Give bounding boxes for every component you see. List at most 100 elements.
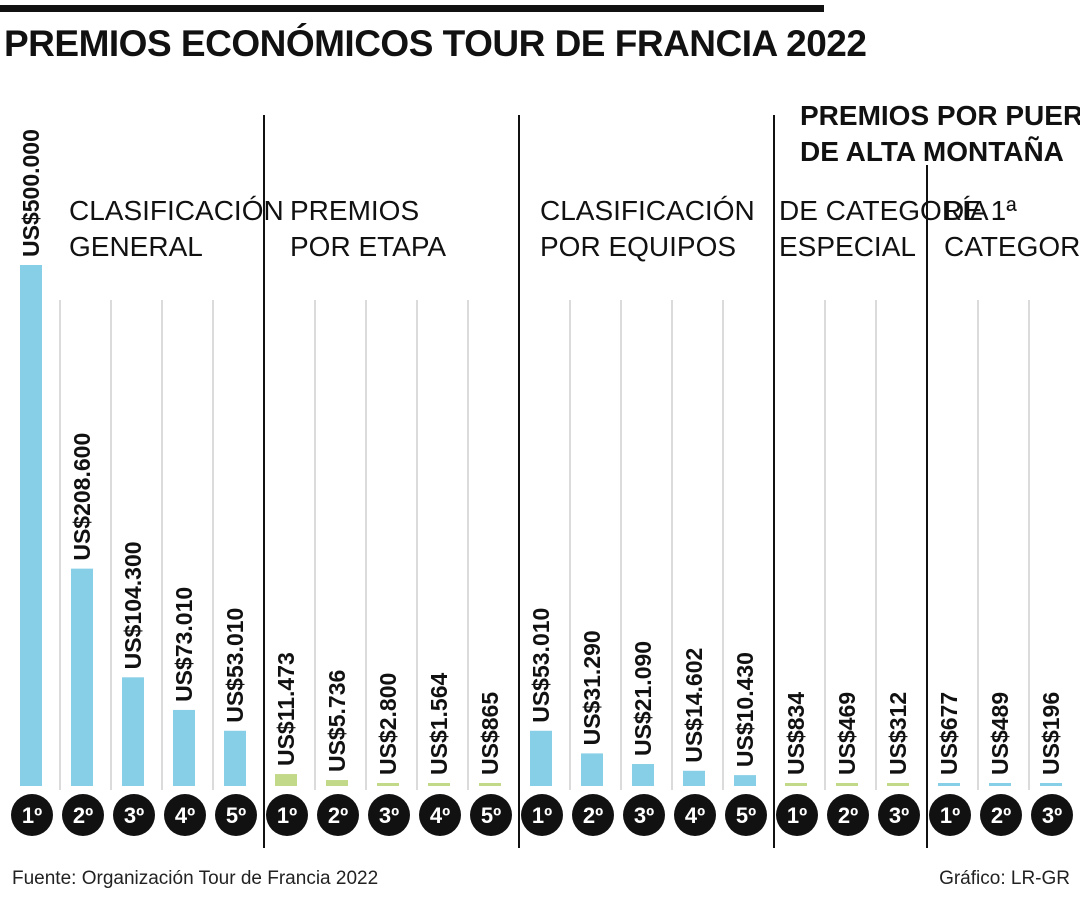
value-label: US$73.010	[171, 587, 197, 702]
rank-label: 5º	[736, 803, 756, 828]
rank-badge	[929, 794, 971, 836]
value-label: US$31.290	[579, 630, 605, 745]
bar	[581, 753, 603, 786]
rank-badge	[419, 794, 461, 836]
rank-badge	[521, 794, 563, 836]
value-label: US$53.010	[528, 608, 554, 723]
value-label: US$500.000	[18, 129, 44, 257]
value-label: US$53.010	[222, 608, 248, 723]
rank-badge	[776, 794, 818, 836]
value-label: US$469	[834, 692, 860, 775]
bar	[683, 770, 705, 786]
rank-label: 2º	[73, 803, 93, 828]
rank-label: 3º	[379, 803, 399, 828]
rank-label: 3º	[1042, 803, 1062, 828]
group-label: CLASIFICACIÓN	[69, 195, 284, 226]
graphic-credit: Gráfico: LR-GR	[939, 868, 1070, 889]
value-label: US$11.473	[273, 652, 299, 766]
rank-label: 2º	[991, 803, 1011, 828]
bar	[71, 568, 93, 786]
value-label: US$865	[477, 692, 503, 775]
value-label: US$489	[987, 692, 1013, 775]
source-note: Fuente: Organización Tour de Francia 202…	[12, 868, 379, 889]
rank-label: 4º	[685, 803, 705, 828]
rank-badge	[827, 794, 869, 836]
bar	[326, 780, 348, 786]
bar	[479, 783, 501, 786]
bar	[122, 677, 144, 786]
rank-label: 1º	[787, 803, 807, 828]
bar	[428, 783, 450, 786]
value-label: US$312	[885, 692, 911, 775]
group-label: PREMIOS	[290, 195, 419, 226]
rank-label: 3º	[124, 803, 144, 828]
rank-badge	[980, 794, 1022, 836]
rank-label: 5º	[481, 803, 501, 828]
bar	[938, 783, 960, 786]
group-label: POR EQUIPOS	[540, 231, 736, 262]
bar	[20, 265, 42, 786]
bar	[377, 783, 399, 786]
value-label: US$104.300	[120, 541, 146, 669]
rank-badge	[164, 794, 206, 836]
rank-badge	[1031, 794, 1073, 836]
bar	[836, 783, 858, 786]
rank-label: 1º	[532, 803, 552, 828]
bar	[530, 730, 552, 786]
page-title: PREMIOS ECONÓMICOS TOUR DE FRANCIA 2022	[4, 23, 867, 64]
rank-label: 5º	[226, 803, 246, 828]
group-label: DE 1ª	[944, 195, 1017, 226]
bar	[989, 783, 1011, 786]
value-label: US$196	[1038, 692, 1064, 775]
rank-badge	[725, 794, 767, 836]
rank-badge	[674, 794, 716, 836]
rank-badge	[62, 794, 104, 836]
rank-badge	[470, 794, 512, 836]
rank-label: 1º	[940, 803, 960, 828]
value-label: US$834	[783, 692, 809, 775]
value-label: US$677	[936, 692, 962, 775]
group-label: CATEGORÍA	[944, 231, 1080, 262]
mountain-header: PREMIOS POR PUERTOS	[800, 100, 1080, 131]
rank-label: 2º	[328, 803, 348, 828]
group-label: ESPECIAL	[779, 231, 916, 262]
group-label: CLASIFICACIÓN	[540, 195, 755, 226]
rank-label: 2º	[583, 803, 603, 828]
value-label: US$5.736	[324, 670, 350, 772]
rank-badge	[11, 794, 53, 836]
rank-label: 4º	[175, 803, 195, 828]
rank-label: 2º	[838, 803, 858, 828]
group-label: POR ETAPA	[290, 231, 446, 262]
rank-badge	[317, 794, 359, 836]
rank-badge	[572, 794, 614, 836]
bar	[734, 775, 756, 786]
rank-label: 3º	[889, 803, 909, 828]
value-label: US$2.800	[375, 673, 401, 775]
rank-badge	[368, 794, 410, 836]
value-label: US$1.564	[426, 672, 452, 775]
group-label: GENERAL	[69, 231, 203, 262]
value-label: US$10.430	[732, 652, 758, 767]
bar	[224, 730, 246, 786]
value-label: US$21.090	[630, 641, 656, 756]
bar	[1040, 783, 1062, 786]
bar	[632, 764, 654, 786]
bar	[785, 783, 807, 786]
rank-label: 1º	[277, 803, 297, 828]
rank-badge	[215, 794, 257, 836]
mountain-header: DE ALTA MONTAÑA	[800, 136, 1064, 167]
value-label: US$14.602	[681, 648, 707, 763]
rank-badge	[113, 794, 155, 836]
rank-badge	[878, 794, 920, 836]
group-label: DE CATEGORÍA	[779, 195, 989, 226]
bar	[173, 709, 195, 786]
bar	[887, 783, 909, 786]
top-rule	[0, 5, 824, 12]
rank-label: 3º	[634, 803, 654, 828]
rank-badge	[266, 794, 308, 836]
rank-label: 1º	[22, 803, 42, 828]
rank-label: 4º	[430, 803, 450, 828]
value-label: US$208.600	[69, 433, 95, 561]
rank-badge	[623, 794, 665, 836]
